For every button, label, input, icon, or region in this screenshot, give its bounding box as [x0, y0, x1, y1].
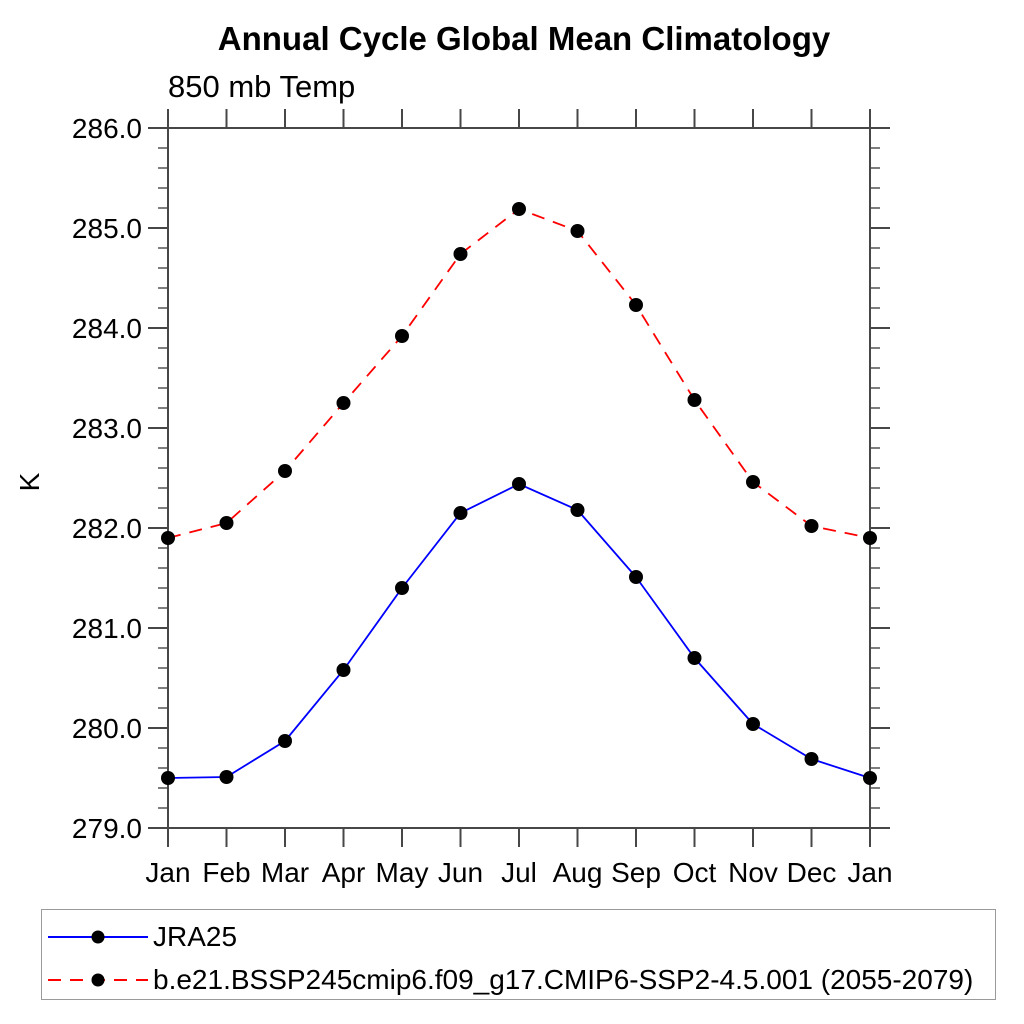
data-point-series-0	[453, 506, 468, 520]
data-point-series-0	[278, 734, 292, 748]
data-point-series-0	[219, 770, 234, 784]
data-point-series-1	[395, 329, 409, 343]
data-point-series-1	[746, 475, 760, 489]
y-tick-label: 283.0	[72, 413, 142, 444]
x-tick-label: Mar	[261, 857, 309, 888]
x-tick-label: Nov	[728, 857, 778, 888]
y-tick-label: 279.0	[72, 813, 142, 844]
y-tick-label: 281.0	[72, 613, 142, 644]
data-point-series-0	[804, 752, 819, 766]
data-point-series-1	[336, 396, 351, 410]
legend-item-label: JRA25	[153, 920, 238, 952]
data-point-series-1	[512, 202, 526, 216]
data-point-series-1	[219, 516, 234, 530]
x-tick-label: Jul	[501, 857, 537, 888]
data-point-series-0	[395, 581, 409, 595]
data-point-series-1	[804, 519, 819, 533]
data-point-series-1	[629, 298, 643, 312]
legend-marker-dot	[91, 930, 105, 943]
y-tick-label: 284.0	[72, 313, 142, 344]
data-point-series-0	[629, 570, 643, 584]
x-tick-label: Jun	[438, 857, 483, 888]
y-tick-label: 280.0	[72, 713, 142, 744]
data-point-series-1	[453, 247, 468, 261]
data-point-series-0	[687, 651, 702, 665]
x-tick-label: Aug	[553, 857, 603, 888]
data-point-series-1	[687, 393, 702, 407]
data-point-series-1	[278, 464, 292, 478]
series-line-0	[167, 483, 871, 779]
legend: JRA25 b.e21.BSSP245cmip6.f09_g17.CMIP6-S…	[41, 909, 996, 1000]
legend-item-label: b.e21.BSSP245cmip6.f09_g17.CMIP6-SSP2-4.…	[153, 963, 974, 995]
data-point-series-0	[863, 771, 877, 785]
data-point-series-0	[336, 663, 351, 677]
y-tick-label: 282.0	[72, 513, 142, 544]
data-point-series-1	[863, 531, 877, 545]
x-tick-label: Jan	[847, 857, 892, 888]
legend-marker-dot	[91, 973, 105, 986]
data-point-series-0	[161, 771, 175, 785]
chart-subtitle: 850 mb Temp	[168, 69, 356, 104]
legend-line-sample	[48, 930, 148, 943]
x-tick-label: Sep	[611, 857, 661, 888]
chart-title: Annual Cycle Global Mean Climatology	[217, 20, 831, 57]
data-point-series-0	[512, 477, 526, 491]
y-tick-label: 285.0	[72, 213, 142, 244]
data-point-series-0	[570, 503, 585, 517]
x-tick-label: Dec	[787, 857, 837, 888]
data-point-series-1	[570, 224, 585, 238]
y-tick-label: 286.0	[72, 113, 142, 144]
x-tick-label: May	[376, 857, 429, 888]
data-point-series-0	[746, 717, 760, 731]
x-tick-label: Jan	[145, 857, 190, 888]
legend-line-sample	[48, 973, 148, 986]
legend-item: JRA25	[42, 915, 995, 958]
data-point-series-1	[161, 531, 175, 545]
x-tick-label: Apr	[322, 857, 366, 888]
x-tick-label: Feb	[202, 857, 250, 888]
legend-item: b.e21.BSSP245cmip6.f09_g17.CMIP6-SSP2-4.…	[42, 958, 995, 1001]
x-tick-label: Oct	[673, 857, 717, 888]
